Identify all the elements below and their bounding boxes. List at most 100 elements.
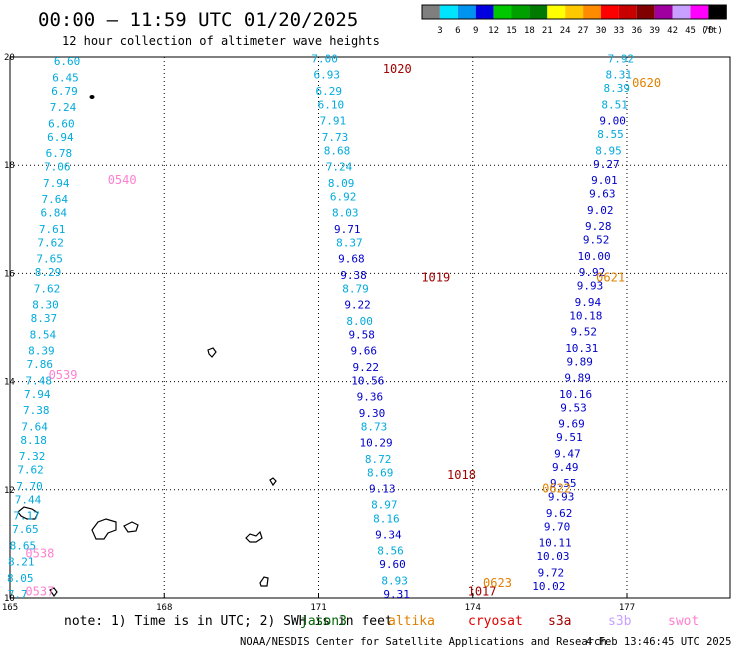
track-value-label: 7.17 [13, 510, 40, 523]
colorbar-tick-label: 24 [560, 26, 571, 36]
track-value-label: 9.01 [591, 174, 618, 187]
track-value-label: 7.48 [26, 374, 53, 387]
colorbar-swatch [636, 5, 655, 19]
track-value-label: 9.13 [369, 483, 396, 496]
track-value-label: 8.00 [346, 315, 373, 328]
track-value-label: 7.7 [8, 588, 28, 601]
satellite-legend: jason3 altika cryosat s3a s3b swot [300, 614, 699, 629]
colorbar-tick-label: 45 [685, 26, 696, 36]
x-tick-label: 165 [2, 603, 18, 613]
track-value-label: 8.39 [28, 345, 55, 358]
y-tick-label: 20 [4, 53, 15, 63]
track-value-label: 9.93 [548, 491, 575, 504]
pass-time-label: 1018 [447, 468, 476, 482]
colorbar-tick-label: 15 [506, 26, 517, 36]
track-value-label: 8.39 [603, 82, 630, 95]
track-value-label: 9.66 [350, 345, 377, 358]
track-value-label: 7.86 [27, 358, 54, 371]
pass-time-label: 0539 [49, 368, 78, 382]
track-values: 7.78.058.218.657.657.177.447.707.627.328… [7, 52, 634, 601]
track-value-label: 9.34 [375, 528, 402, 541]
satellite-legend-item: jason3 [300, 614, 347, 629]
x-tick-label: 177 [619, 603, 635, 613]
island-outlines [17, 95, 277, 598]
plot-border [9, 56, 731, 599]
track-value-label: 8.37 [31, 312, 58, 325]
track-value-label: 7.94 [24, 388, 51, 401]
track-value-label: 9.52 [583, 234, 610, 247]
pass-time-label: 0622 [542, 482, 571, 496]
track-value-label: 9.55 [550, 477, 577, 490]
axis-ticks: 165 168 171 174 177 10 12 14 16 18 20 [2, 53, 635, 613]
track-value-label: 9.47 [554, 447, 581, 460]
colorbar-tick-label: 42 [667, 26, 678, 36]
track-value-label: 8.37 [336, 236, 363, 249]
track-value-label: 7.65 [36, 253, 63, 266]
satellite-legend-item: swot [668, 614, 699, 629]
island-5 [91, 518, 117, 540]
island-8 [259, 576, 269, 587]
colorbar-swatch [672, 5, 691, 19]
island-6 [123, 521, 139, 533]
track-value-label: 9.89 [564, 372, 591, 385]
colorbar-swatch [690, 5, 709, 19]
track-value-label: 6.10 [318, 98, 345, 111]
track-value-label: 6.60 [48, 117, 75, 130]
track-value-label: 8.16 [373, 512, 400, 525]
pass-time-label: 1019 [421, 271, 450, 285]
track-value-label: 9.22 [353, 361, 380, 374]
track-value-label: 7.24 [326, 161, 353, 174]
y-tick-label: 16 [4, 269, 15, 279]
track-value-label: 8.30 [32, 299, 59, 312]
colorbar-tick-label: 39 [649, 26, 660, 36]
track-value-label: 10.56 [351, 374, 384, 387]
track-value-label: 9.60 [379, 558, 406, 571]
track-value-label: 10.16 [559, 388, 592, 401]
pass-time-label: 1020 [383, 62, 412, 76]
track-value-label: 9.72 [538, 566, 565, 579]
colorbar-swatch [565, 5, 584, 19]
track-value-label: 6.93 [313, 69, 340, 82]
track-value-label: 7.24 [50, 101, 77, 114]
track-value-label: 8.69 [367, 466, 394, 479]
pass-time-label: 0540 [108, 173, 137, 187]
island-2 [207, 347, 217, 358]
track-value-label: 8.56 [377, 545, 404, 558]
track-value-label: 9.94 [575, 296, 602, 309]
track-value-label: 7.62 [34, 282, 61, 295]
colorbar-tick-label: 12 [488, 26, 499, 36]
track-value-label: 7.64 [21, 420, 48, 433]
colorbar-swatch [422, 5, 440, 19]
track-value-label: 8.31 [606, 69, 633, 82]
track-value-label: 8.09 [328, 177, 355, 190]
island-3 [269, 477, 277, 487]
track-value-label: 8.97 [371, 499, 398, 512]
y-tick-label: 14 [4, 378, 15, 388]
track-value-label: 9.52 [571, 326, 598, 339]
track-value-label: 8.79 [342, 282, 369, 295]
island-7 [245, 530, 263, 543]
track-value-label: 9.53 [560, 401, 587, 414]
track-value-label: 9.00 [599, 115, 626, 128]
track-value-label: 9.49 [552, 461, 579, 474]
track-value-label: 9.71 [334, 223, 361, 236]
track-value-label: 6.45 [52, 71, 79, 84]
track-value-label: 9.58 [348, 328, 375, 341]
track-value-label: 10.29 [360, 437, 393, 450]
track-value-label: 6.92 [330, 190, 357, 203]
track-value-label: 8.93 [381, 574, 408, 587]
track-value-label: 9.68 [338, 253, 365, 266]
track-value-label: 9.51 [556, 431, 583, 444]
track-value-label: 9.38 [340, 269, 367, 282]
satellite-legend-item: cryosat [468, 614, 523, 629]
colorbar-tick-label: 3 [437, 26, 442, 36]
plot-frame [9, 56, 731, 599]
y-tick-label: 12 [4, 486, 15, 496]
colorbar-unit: (ft) [701, 26, 723, 36]
track-value-label: 10.02 [532, 580, 565, 593]
track-value-label: 10.03 [536, 550, 569, 563]
x-tick-label: 174 [465, 603, 481, 613]
track-value-label: 9.02 [587, 204, 614, 217]
pass-time-label: 0621 [596, 271, 625, 285]
